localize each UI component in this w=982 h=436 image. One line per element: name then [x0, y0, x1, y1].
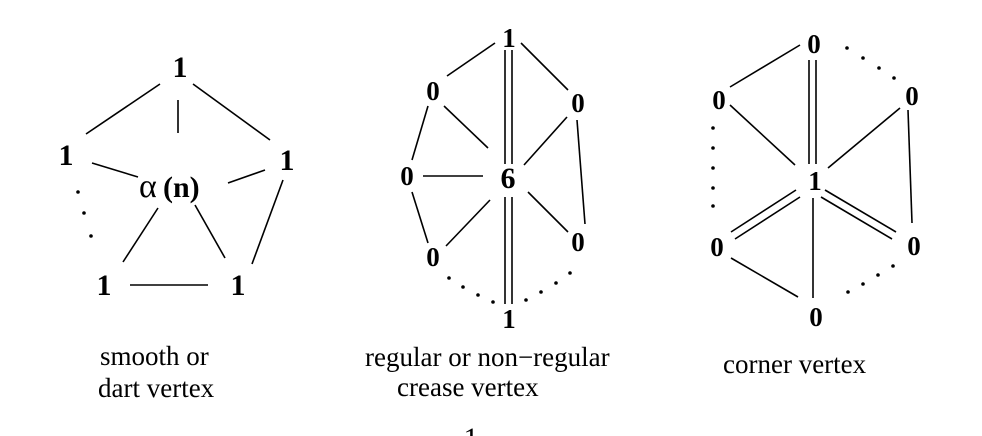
dot	[876, 273, 880, 277]
dot	[861, 56, 865, 60]
weight-upper-right: 0	[571, 88, 585, 118]
edge-crease-left-b	[734, 196, 801, 240]
weight-upper-left: 0	[712, 85, 726, 115]
edge-crease-right-b	[820, 196, 893, 240]
caption-line-2: crease vertex	[397, 372, 539, 402]
dot	[711, 146, 715, 150]
caption-line-1: regular or non−regular	[365, 342, 610, 372]
cropped-fragment: 1	[464, 422, 479, 436]
edge-right-bottom	[251, 179, 284, 265]
edge-outer	[446, 42, 496, 77]
edge-crease-left-a	[730, 189, 797, 233]
center-weight: 6	[501, 162, 516, 195]
weight-top: 1	[173, 51, 188, 84]
dot	[711, 126, 715, 130]
dot	[491, 300, 495, 304]
dot	[568, 271, 572, 275]
dot	[89, 234, 93, 238]
weight-right: 1	[280, 144, 295, 177]
dot	[877, 66, 881, 70]
dot	[711, 166, 715, 170]
dot	[476, 293, 480, 297]
smooth-dart-mask: 1 1 1 1 1 α (n) smooth or dart vertex	[59, 51, 295, 403]
edge-spoke-left	[91, 162, 139, 178]
dot	[711, 204, 715, 208]
weight-bottom-right: 1	[231, 269, 246, 302]
edge-top-right	[192, 83, 271, 141]
dot	[845, 46, 849, 50]
dot	[461, 285, 465, 289]
dot	[892, 76, 896, 80]
weight-bottom: 0	[809, 302, 823, 332]
weight-bottom-left: 1	[97, 269, 112, 302]
center-weight-argument: (n)	[163, 171, 200, 204]
weight-lower-left: 0	[710, 232, 724, 262]
edge-outer	[576, 119, 586, 225]
dot	[861, 282, 865, 286]
edge-outer	[907, 109, 913, 224]
weight-upper-right: 0	[905, 81, 919, 111]
edge-spoke-right	[227, 169, 266, 184]
edge-spoke	[827, 107, 901, 169]
edge-spoke-bottom-left	[122, 207, 159, 263]
weight-left: 1	[59, 139, 74, 172]
caption-line-2: dart vertex	[98, 373, 215, 403]
edge-outer	[730, 257, 799, 298]
edge-outer	[520, 42, 569, 91]
edge-spoke	[523, 116, 568, 166]
corner-mask: 0 0 0 0 0 0 1 corner vertex	[710, 29, 921, 379]
weight-bottom: 1	[502, 304, 516, 334]
edge-outer	[411, 191, 429, 244]
edge-top-left	[85, 83, 161, 135]
dot	[711, 186, 715, 190]
edge-crease-right-a	[824, 189, 897, 233]
weight-top: 1	[502, 23, 516, 53]
dot	[554, 281, 558, 285]
weight-lower-right: 0	[571, 227, 585, 257]
dot	[82, 211, 86, 215]
edge-spoke-bottom-right	[194, 204, 226, 259]
weight-lower-right: 0	[907, 231, 921, 261]
center-weight: 1	[808, 166, 822, 196]
edge-spoke	[527, 191, 569, 233]
weight-top: 0	[807, 29, 821, 59]
edge-outer	[411, 105, 429, 161]
edge-spoke	[445, 199, 491, 247]
dot	[891, 264, 895, 268]
dot	[447, 276, 451, 280]
edge-outer	[729, 44, 801, 88]
dot	[539, 290, 543, 294]
edge-spoke	[729, 104, 796, 166]
weight-lower-left: 0	[426, 242, 440, 272]
caption-line-1: corner vertex	[723, 349, 867, 379]
edge-spoke	[443, 105, 489, 149]
dot	[846, 290, 850, 294]
crease-mask: 1 0 0 0 0 0 1 6 regular or non−regular c…	[365, 23, 610, 402]
dot	[76, 190, 80, 194]
caption-line-1: smooth or	[100, 341, 209, 371]
weight-left: 0	[400, 161, 414, 191]
dot	[524, 298, 528, 302]
center-weight-alpha: α	[139, 168, 157, 205]
weight-upper-left: 0	[426, 76, 440, 106]
